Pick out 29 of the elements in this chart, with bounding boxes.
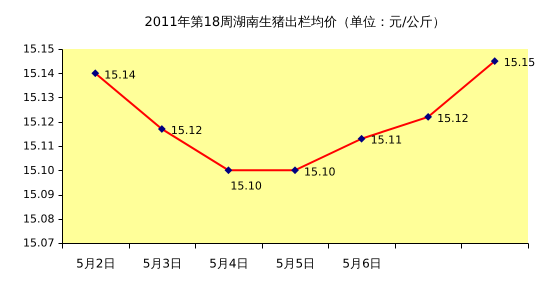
- point: [358, 134, 366, 143]
- data-label: 15.10: [304, 165, 336, 178]
- point: [224, 166, 232, 174]
- point: [158, 125, 166, 133]
- x-tick-label: 5月4日: [209, 256, 249, 270]
- x-tick-label: 5月2日: [76, 256, 116, 270]
- y-tick-label: 15.15: [23, 42, 54, 56]
- y-tick-label: 15.10: [23, 164, 54, 177]
- data-label: 15.10: [230, 179, 262, 192]
- y-tick-label: 15.08: [23, 212, 54, 226]
- x-tick-label: 5月5日: [276, 256, 316, 270]
- y-tick-label: 15.09: [23, 188, 54, 201]
- data-label: 15.12: [170, 124, 202, 138]
- y-tick-label: 15.11: [23, 140, 54, 152]
- y-tick-label: 15.07: [23, 236, 54, 250]
- point: [91, 69, 100, 78]
- data-label: 15.14: [104, 68, 136, 82]
- point: [490, 57, 499, 65]
- y-tick-label: 15.13: [23, 91, 54, 104]
- chart-title: 2011年第18周湖南生猪出栏均价（单位：元/公斤）: [144, 15, 446, 30]
- data-label: 15.12: [437, 112, 469, 125]
- y-tick-label: 15.14: [23, 66, 54, 80]
- y-tick-label: 15.12: [23, 115, 54, 128]
- point: [424, 113, 432, 121]
- data-label: 15.11: [370, 134, 402, 147]
- x-tick-label: 5月6日: [342, 256, 382, 270]
- point: [291, 166, 299, 174]
- data-label: 15.15: [504, 56, 536, 70]
- x-tick-label: 5月3日: [142, 256, 182, 270]
